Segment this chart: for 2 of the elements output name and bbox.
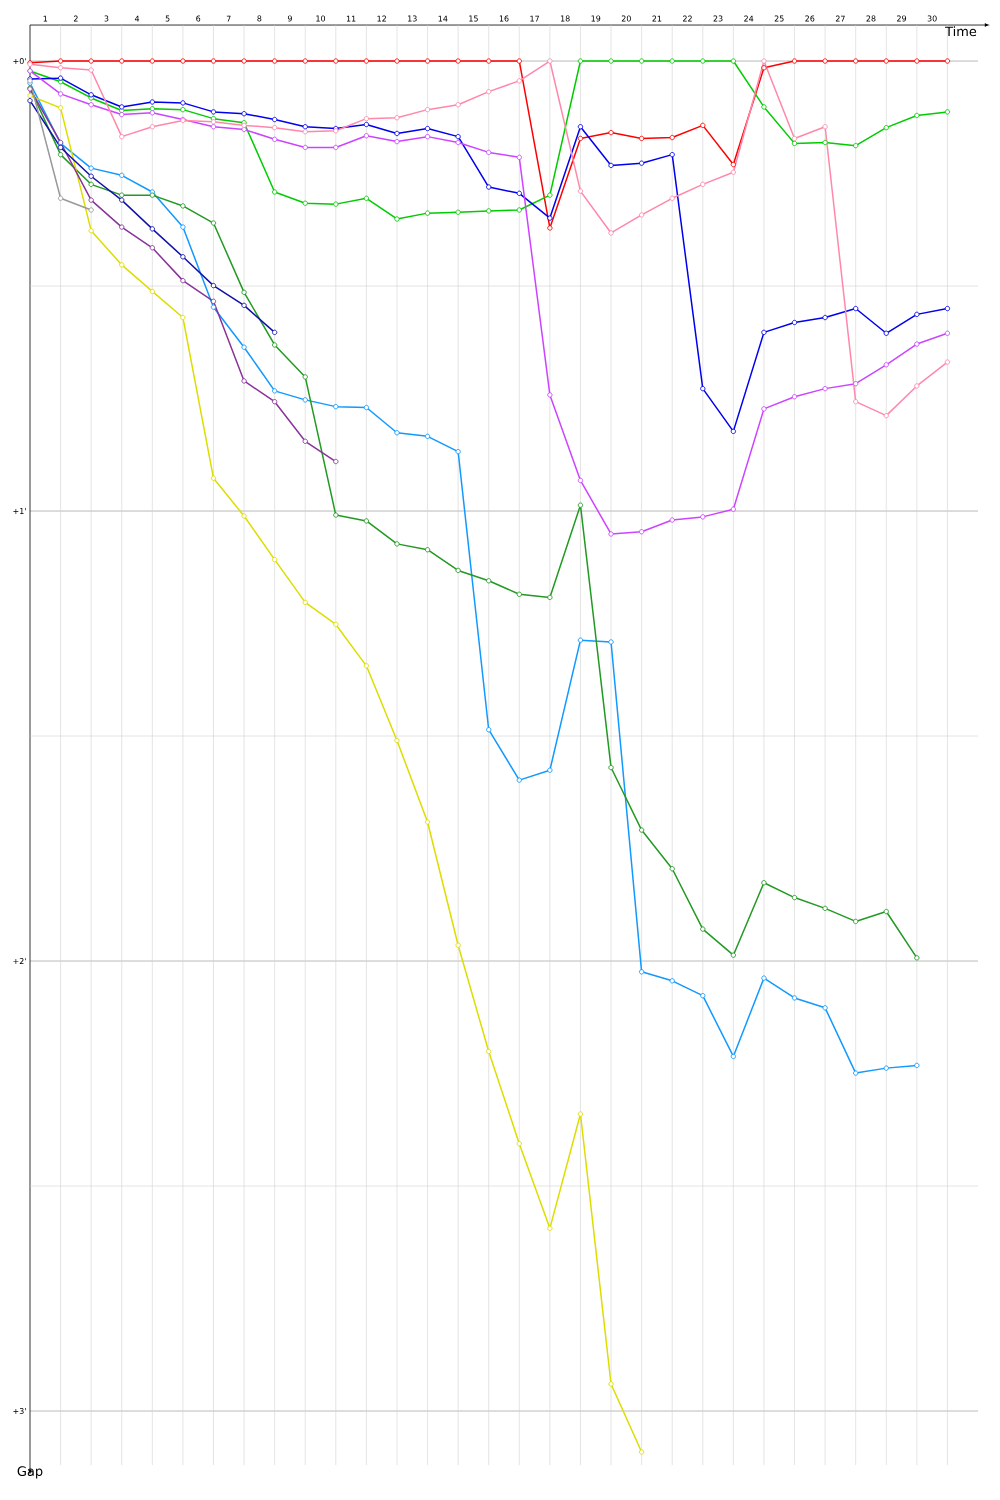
- y-axis-title: Gap: [17, 1466, 43, 1479]
- x-axis-title: Time: [945, 26, 977, 37]
